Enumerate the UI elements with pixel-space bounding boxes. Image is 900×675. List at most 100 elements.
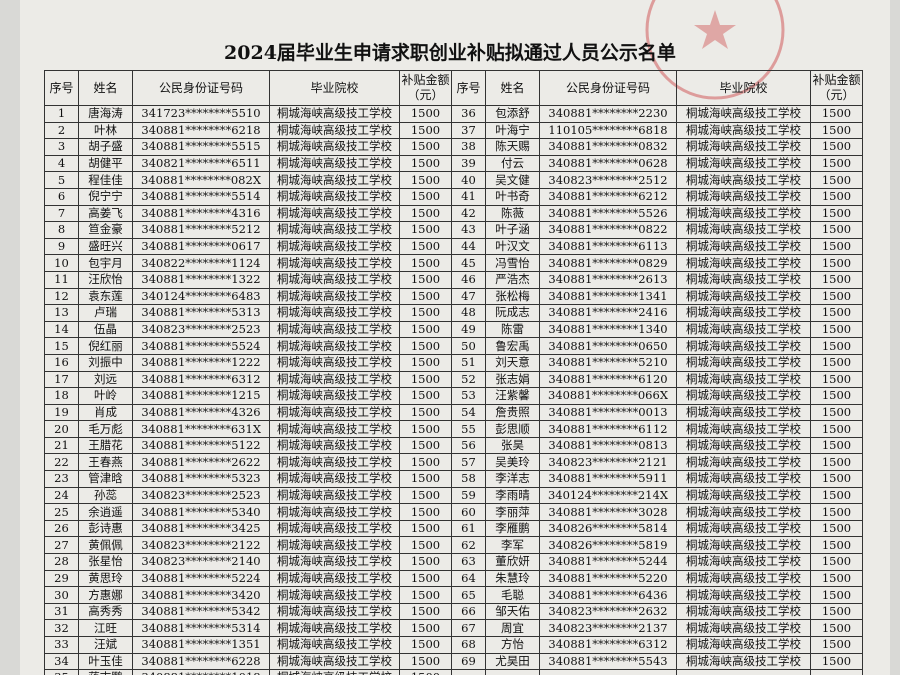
cell: 1500 [810,387,863,405]
cell: 桐城海峡高级技工学校 [676,353,811,372]
table-row: 10 包宇月 340822********1124 桐城海峡高级技工学校 1500 45 冯… [44,254,863,272]
cell: 桐城海峡高级技工学校 [676,270,811,289]
cell: 43 [451,221,486,239]
cell: 桐城海峡高级技工学校 [269,138,400,156]
cell: 1500 [810,436,863,455]
cell: 55 [451,420,486,438]
cell: 340881********5210 [539,353,677,372]
cell: 1500 [399,403,452,422]
cell: 孙蕊 [78,486,133,505]
cell: 340881********2416 [539,304,677,322]
cell: 52 [451,370,486,389]
cell: 桐城海峡高级技工学校 [676,304,811,322]
cell: 桐城海峡高级技工学校 [269,503,400,521]
cell: 1500 [399,287,452,306]
table-row: 12 袁东莲 340124********6483 桐城海峡高级技工学校 1500 47 张… [44,287,863,306]
table-row: 24 孙蕊 340823********2523 桐城海峡高级技工学校 1500 59 李雨… [44,486,863,505]
table-row: 23 管津晗 340881********5323 桐城海峡高级技工学校 1500 58 李… [44,470,863,488]
cell: 1500 [810,105,863,123]
cell: 1500 [810,304,863,322]
cell: 桐城海峡高级技工学校 [269,154,400,173]
cell: 李雨晴 [485,486,540,505]
cell: 46 [451,270,486,289]
cell: 340823********2122 [132,536,270,555]
cell: 65 [451,586,486,604]
cell: 340881********5323 [132,470,270,488]
cell: 1500 [810,553,863,571]
cell: 张星怡 [78,553,133,571]
cell: 李军 [485,536,540,555]
cell: 叶书奇 [485,187,540,206]
cell: 1500 [399,171,452,189]
cell: 桐城海峡高级技工学校 [269,669,400,675]
cell: 340124********6483 [132,287,270,306]
cell: 341723********5510 [132,105,270,123]
cell: 1500 [810,287,863,306]
cell: 1500 [399,237,452,256]
empty-cell [485,669,540,675]
cell: 340881********1322 [132,270,270,289]
cell: 1500 [810,470,863,488]
cell: 桐城海峡高级技工学校 [676,138,811,156]
cell: 340881********6228 [132,652,270,671]
cell: 李洋志 [485,470,540,488]
cell: 44 [451,237,486,256]
cell: 42 [451,204,486,223]
cell: 53 [451,387,486,405]
cell: 桐城海峡高级技工学校 [269,304,400,322]
table-row: 21 王腊花 340881********5122 桐城海峡高级技工学校 1500 56 张… [44,436,863,455]
cell: 1500 [399,187,452,206]
cell: 余逍遥 [78,503,133,521]
cell: 340881********5515 [132,138,270,156]
table-row: 3 胡子盛 340881********5515 桐城海峡高级技工学校 1500 38 陈天… [44,138,863,156]
cell: 48 [451,304,486,322]
cell: 24 [44,486,79,505]
cell: 叶林 [78,121,133,140]
cell: 桐城海峡高级技工学校 [676,619,811,637]
cell: 桐城海峡高级技工学校 [269,221,400,239]
cell: 1500 [399,569,452,588]
table-row: 19 肖成 340881********4326 桐城海峡高级技工学校 1500 54 詹贵… [44,403,863,422]
cell: 方怡 [485,636,540,654]
cell: 王腊花 [78,436,133,455]
cell: 1500 [810,569,863,588]
cell: 桐城海峡高级技工学校 [676,486,811,505]
table-row: 26 彭诗惠 340881********3425 桐城海峡高级技工学校 1500 61 李… [44,519,863,538]
cell: 340881********6112 [539,420,677,438]
cell: 1500 [810,221,863,239]
cell: 尤昊田 [485,652,540,671]
table-row: 13 卢瑞 340881********5313 桐城海峡高级技工学校 1500 48 阮成… [44,304,863,322]
table-row: 9 盛旺兴 340881********0617 桐城海峡高级技工学校 1500 44 叶汉… [44,237,863,256]
cell: 1500 [399,204,452,223]
table-row: 18 叶岭 340881********1215 桐城海峡高级技工学校 1500 53 汪紫… [44,387,863,405]
cell: 高秀秀 [78,602,133,621]
cell: 冯雪怡 [485,254,540,272]
cell: 严浩杰 [485,270,540,289]
cell: 1500 [399,669,452,675]
cell: 桐城海峡高级技工学校 [676,105,811,123]
cell: 23 [44,470,79,488]
cell: 桐城海峡高级技工学校 [269,403,400,422]
cell: 吴美玲 [485,453,540,472]
cell: 胡子盛 [78,138,133,156]
cell: 1500 [810,337,863,355]
cell: 桐城海峡高级技工学校 [676,470,811,488]
cell: 60 [451,503,486,521]
column-header: 毕业院校 [676,70,811,106]
cell: 13 [44,304,79,322]
cell: 桐城海峡高级技工学校 [676,519,811,538]
cell: 57 [451,453,486,472]
cell: 桐城海峡高级技工学校 [676,171,811,189]
cell: 叶子涵 [485,221,540,239]
table-row: 27 黄佩佩 340823********2122 桐城海峡高级技工学校 1500 62 李… [44,536,863,555]
cell: 340881********1215 [132,387,270,405]
table-row: 33 汪斌 340881********1351 桐城海峡高级技工学校 1500 68 方怡… [44,636,863,654]
cell: 64 [451,569,486,588]
cell: 方惠娜 [78,586,133,604]
cell: 刘远 [78,370,133,389]
cell: 1500 [399,138,452,156]
cell: 1500 [810,586,863,604]
cell: 340881********0013 [539,403,677,422]
cell: 16 [44,353,79,372]
cell: 1500 [810,320,863,339]
